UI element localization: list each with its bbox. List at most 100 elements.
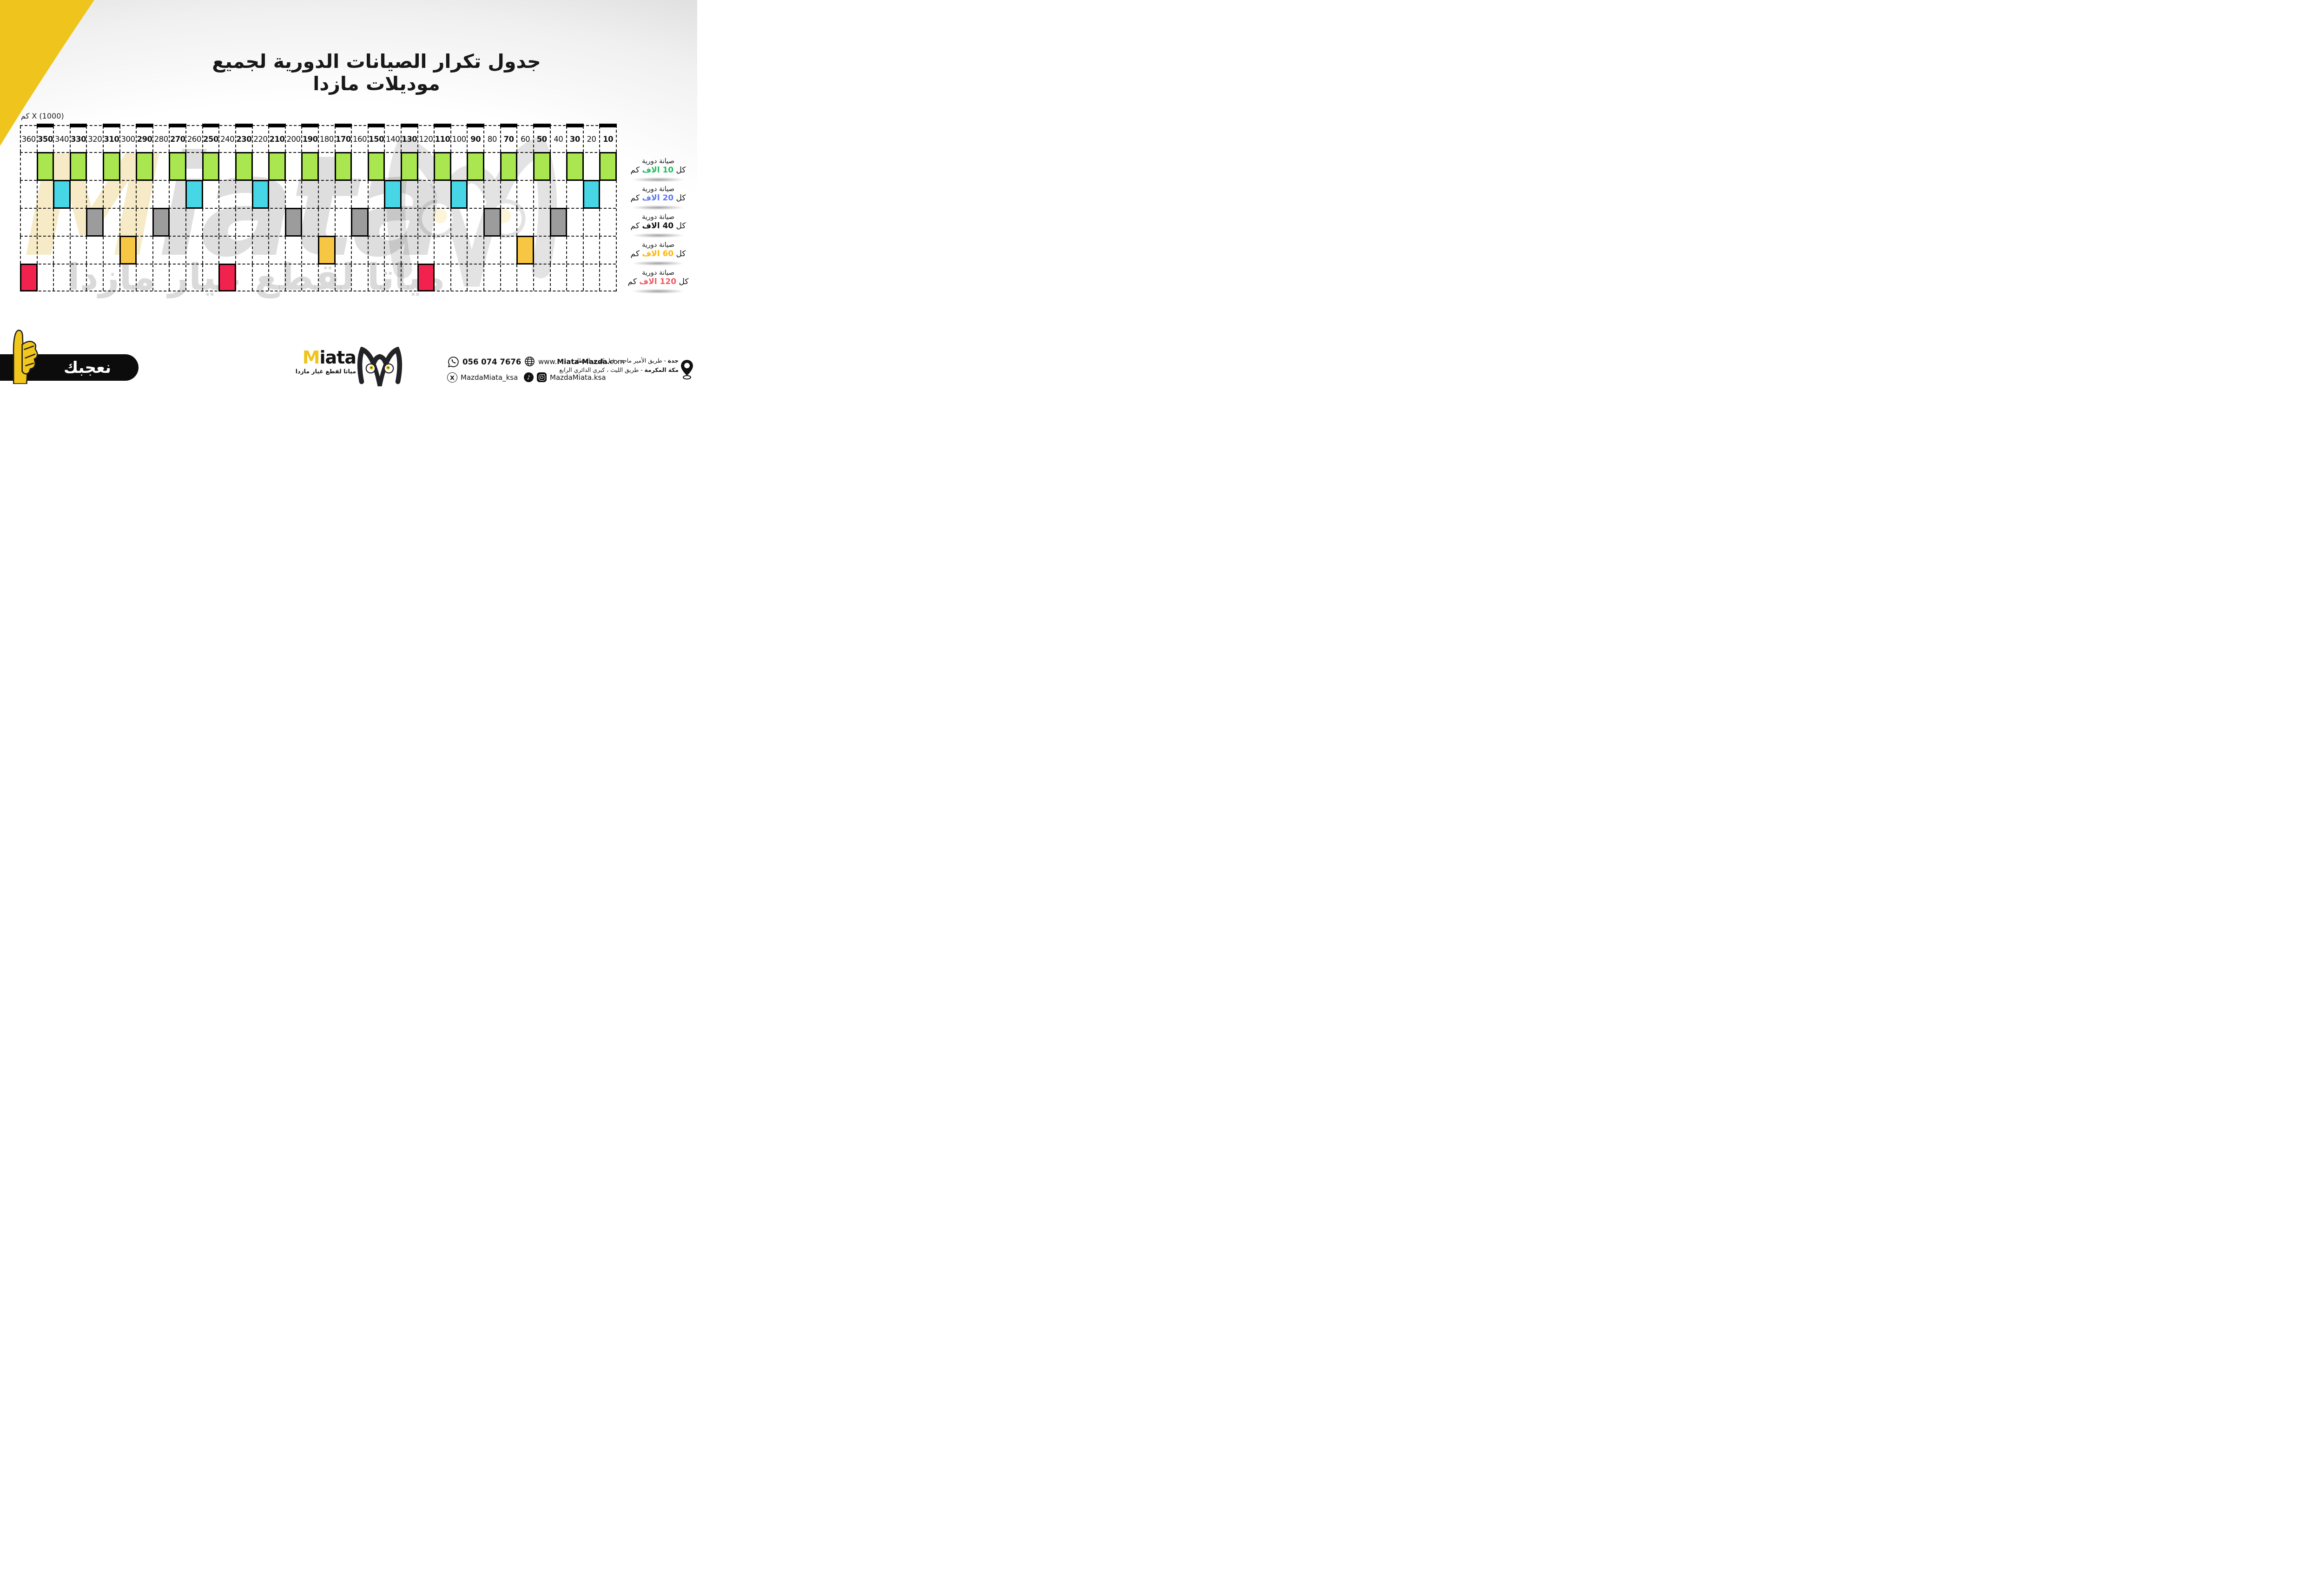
tick-bar bbox=[599, 124, 617, 127]
grid-cell-30 bbox=[566, 237, 583, 264]
grid-cell-210 bbox=[268, 181, 285, 208]
tick-bar bbox=[235, 124, 253, 127]
service-block-180k bbox=[317, 236, 336, 265]
miata-logo: Miata مياتا لقطع غيار مازدا bbox=[288, 349, 357, 375]
service-block-230k bbox=[235, 152, 253, 181]
grid-cell-180 bbox=[317, 236, 336, 265]
grid-cell-40 bbox=[549, 208, 568, 237]
grid-cell-10 bbox=[599, 209, 616, 236]
grid-cell-150 bbox=[367, 209, 384, 236]
grid-cell-90 bbox=[467, 209, 483, 236]
grid-cell-160 bbox=[351, 181, 368, 208]
service-block-280k bbox=[152, 208, 170, 237]
service-block-200k bbox=[284, 208, 303, 237]
service-block-70k bbox=[500, 152, 518, 181]
website-contact[interactable]: www.Miata-Mazda.com bbox=[524, 356, 624, 367]
grid-cell-220 bbox=[251, 180, 270, 209]
grid-cell-30 bbox=[566, 181, 583, 208]
grid-cell-20 bbox=[582, 237, 600, 264]
grid-cell-230 bbox=[235, 237, 252, 264]
grid-cell-110 bbox=[434, 181, 450, 208]
grid-cell-330 bbox=[69, 265, 86, 291]
grid-cell-140 bbox=[384, 153, 401, 180]
grid-cell-300 bbox=[119, 209, 136, 236]
grid-cell-130 bbox=[401, 265, 417, 291]
grid-cell-310 bbox=[103, 209, 119, 236]
column-header-210: 210 bbox=[268, 124, 286, 152]
grid-cell-120 bbox=[417, 209, 434, 236]
column-header-40: 40 bbox=[549, 126, 567, 152]
social-handle: MazdaMiata.ksa bbox=[550, 373, 606, 382]
grid-cell-170 bbox=[334, 209, 351, 236]
service-row-20k bbox=[20, 180, 616, 209]
service-row-10k bbox=[20, 152, 617, 181]
service-block-160k bbox=[351, 208, 369, 237]
legend-shadow bbox=[632, 261, 685, 265]
grid-cell-300 bbox=[119, 236, 137, 265]
grid-cell-150 bbox=[367, 237, 384, 264]
service-block-260k bbox=[185, 180, 203, 209]
grid-cell-210 bbox=[268, 237, 285, 264]
maintenance-grid: 360 350 340 330 320 310 300 290 280 270 260 250 240 2… bbox=[20, 124, 617, 291]
column-header-30: 30 bbox=[566, 124, 584, 152]
column-header-320: 320 bbox=[86, 126, 103, 152]
grid-cell-180 bbox=[317, 265, 335, 291]
address-makkah: مكة المكرمة - طريق الليث ، كبري الدائري … bbox=[559, 367, 679, 374]
grid-cell-270 bbox=[169, 265, 185, 291]
tick-bar bbox=[169, 124, 187, 127]
x-contact[interactable]: X MazdaMiata_ksa bbox=[447, 372, 518, 383]
legend-item-60k: صيانة دورية كل 60 الاف كم bbox=[622, 236, 694, 265]
column-header-20: 20 bbox=[582, 126, 600, 152]
grid-cell-150 bbox=[367, 265, 384, 291]
tick-bar bbox=[533, 124, 551, 127]
column-header-350: 350 bbox=[36, 124, 54, 152]
grid-cell-240 bbox=[218, 237, 235, 264]
grid-cell-60 bbox=[516, 236, 534, 265]
grid-cell-230 bbox=[235, 152, 253, 181]
grid-cell-280 bbox=[152, 153, 169, 180]
grid-cell-310 bbox=[103, 152, 120, 181]
grid-cell-210 bbox=[268, 265, 285, 291]
grid-cell-20 bbox=[582, 265, 600, 291]
tick-bar bbox=[500, 124, 518, 127]
grid-cell-220 bbox=[251, 237, 269, 264]
grid-cell-320 bbox=[86, 208, 104, 237]
service-block-220k bbox=[251, 180, 270, 209]
grid-cell-290 bbox=[136, 209, 152, 236]
grid-cell-350 bbox=[36, 152, 54, 181]
grid-cell-360 bbox=[20, 153, 37, 180]
grid-cell-40 bbox=[549, 237, 567, 264]
grid-cell-140 bbox=[384, 237, 401, 264]
grid-cell-100 bbox=[450, 180, 468, 209]
grid-cell-320 bbox=[86, 265, 103, 291]
service-block-30k bbox=[566, 152, 584, 181]
grid-cell-200 bbox=[284, 153, 302, 180]
service-block-350k bbox=[36, 152, 54, 181]
grid-cell-130 bbox=[401, 181, 417, 208]
grid-cell-240 bbox=[218, 264, 236, 291]
legend-shadow bbox=[632, 233, 685, 238]
service-row-120k bbox=[20, 264, 616, 291]
grid-cell-80 bbox=[483, 208, 501, 237]
legend-item-20k: صيانة دورية كل 20 الاف كم bbox=[622, 180, 694, 210]
service-block-80k bbox=[483, 208, 501, 237]
grid-cell-250 bbox=[202, 181, 219, 208]
grid-cell-250 bbox=[202, 237, 219, 264]
service-block-90k bbox=[467, 152, 485, 181]
grid-cell-40 bbox=[549, 181, 567, 208]
tick-bar bbox=[301, 124, 319, 127]
grid-cell-60 bbox=[516, 209, 533, 236]
grid-cell-280 bbox=[152, 237, 169, 264]
column-header-330: 330 bbox=[69, 124, 87, 152]
grid-cell-150 bbox=[367, 181, 384, 208]
yellow-corner-decoration bbox=[0, 0, 94, 146]
social-contact[interactable]: ♪ MazdaMiata.ksa bbox=[524, 372, 606, 382]
column-header-200: 200 bbox=[284, 126, 302, 152]
grid-cell-360 bbox=[20, 209, 37, 236]
grid-cell-70 bbox=[500, 209, 517, 236]
grid-cell-160 bbox=[351, 208, 369, 237]
grid-cell-170 bbox=[334, 152, 352, 181]
column-header-340: 340 bbox=[53, 126, 70, 152]
grid-cell-100 bbox=[450, 209, 467, 236]
grid-cell-70 bbox=[500, 152, 518, 181]
